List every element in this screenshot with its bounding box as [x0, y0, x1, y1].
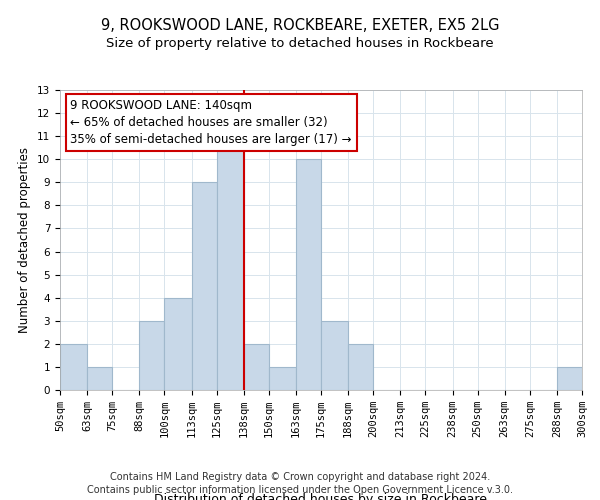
Bar [269, 367, 296, 390]
Bar [296, 159, 321, 390]
Bar [191, 182, 217, 390]
Bar [164, 298, 191, 390]
Bar [139, 321, 164, 390]
Text: 9, ROOKSWOOD LANE, ROCKBEARE, EXETER, EX5 2LG: 9, ROOKSWOOD LANE, ROCKBEARE, EXETER, EX… [101, 18, 499, 32]
Bar [217, 136, 244, 390]
Bar [244, 344, 269, 390]
Text: Contains HM Land Registry data © Crown copyright and database right 2024.: Contains HM Land Registry data © Crown c… [110, 472, 490, 482]
Bar [60, 344, 87, 390]
Text: 9 ROOKSWOOD LANE: 140sqm
← 65% of detached houses are smaller (32)
35% of semi-d: 9 ROOKSWOOD LANE: 140sqm ← 65% of detach… [70, 99, 352, 146]
Text: Size of property relative to detached houses in Rockbeare: Size of property relative to detached ho… [106, 38, 494, 51]
Bar [321, 321, 348, 390]
Text: Contains public sector information licensed under the Open Government Licence v.: Contains public sector information licen… [87, 485, 513, 495]
Bar [557, 367, 582, 390]
Bar [348, 344, 373, 390]
Bar [87, 367, 112, 390]
X-axis label: Distribution of detached houses by size in Rockbeare: Distribution of detached houses by size … [155, 493, 487, 500]
Y-axis label: Number of detached properties: Number of detached properties [19, 147, 31, 333]
